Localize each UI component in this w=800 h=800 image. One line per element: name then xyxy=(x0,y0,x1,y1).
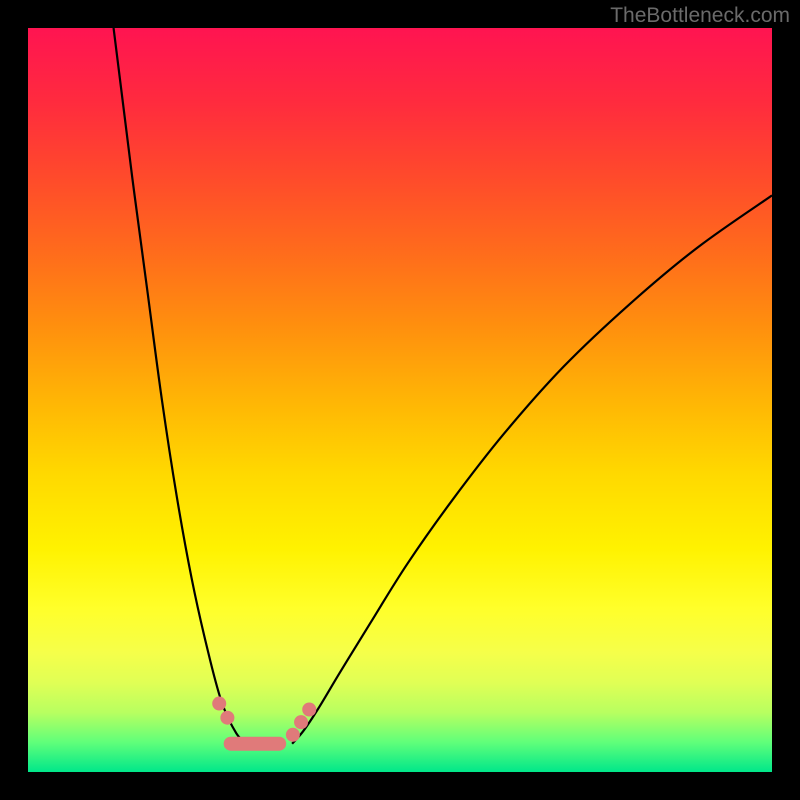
watermark-text: TheBottleneck.com xyxy=(610,4,790,28)
marker-dot xyxy=(212,697,226,711)
chart-background xyxy=(28,28,772,772)
marker-dot xyxy=(286,728,300,742)
marker-dot xyxy=(220,711,234,725)
marker-dot xyxy=(294,715,308,729)
valley-capsule xyxy=(224,737,286,751)
bottleneck-chart xyxy=(0,0,800,800)
chart-container: TheBottleneck.com xyxy=(0,0,800,800)
marker-dot xyxy=(302,703,316,717)
